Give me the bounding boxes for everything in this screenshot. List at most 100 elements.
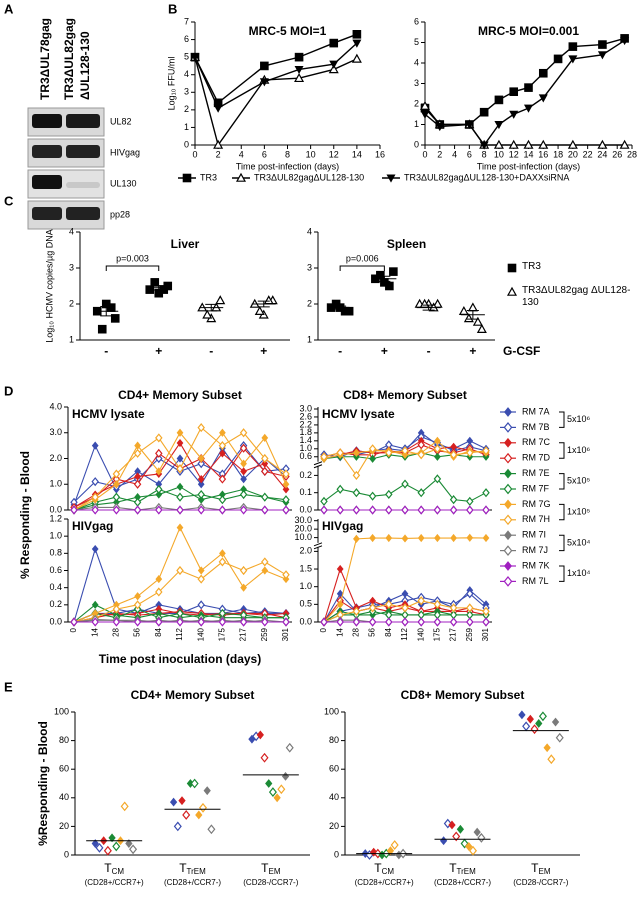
y-tick-label: 4 (414, 57, 419, 67)
marker (466, 505, 474, 515)
x-axis-label: Time post-infection (days) (236, 161, 339, 171)
x-tick-label: 28 (352, 627, 361, 636)
marker (294, 72, 305, 83)
legend-bracket (559, 442, 565, 459)
marker (294, 52, 304, 62)
legend-label: RM 7D (522, 453, 551, 463)
legend-label: RM 7J (522, 545, 548, 555)
marker (468, 845, 478, 856)
legend-bracket (559, 473, 565, 490)
marker (368, 505, 377, 515)
marker (466, 496, 474, 506)
marker (336, 448, 344, 458)
y-tick-label: 4 (184, 69, 189, 79)
category-subscript: CM (112, 867, 125, 876)
marker (619, 139, 630, 149)
panel-label: D (4, 383, 13, 398)
legend-marker (506, 286, 518, 296)
marker (467, 302, 478, 312)
marker (352, 617, 361, 627)
series-line (194, 42, 358, 110)
error-bar (152, 285, 165, 291)
legend-marker (503, 452, 513, 464)
y-tick-label: 0.4 (49, 582, 62, 592)
marker (218, 495, 227, 505)
marker (176, 438, 184, 448)
marker (218, 474, 227, 484)
marker (482, 505, 490, 515)
marker (551, 717, 560, 727)
marker (443, 818, 452, 829)
marker (265, 779, 273, 788)
y-tick-label: 3 (414, 78, 419, 88)
x-axis-label: Time post-infection (days) (477, 161, 580, 171)
chart-title: CD4+ Memory Subset (118, 388, 242, 402)
x-tick-label: 112 (400, 627, 409, 640)
x-tick-label: 0 (192, 149, 197, 159)
legend-label: TR3 (522, 261, 541, 272)
marker (176, 617, 184, 627)
marker (282, 485, 290, 494)
legend-label: RM 7K (522, 560, 550, 570)
y-axis-label: Log₁₀ HCMV copies/µg DNA (44, 229, 54, 343)
p-value: p=0.003 (116, 253, 149, 263)
marker (213, 139, 224, 149)
marker (91, 544, 99, 554)
legend-label: RM 7E (522, 468, 550, 478)
marker (91, 505, 99, 515)
marker (336, 600, 344, 609)
marker (108, 833, 116, 843)
marker (464, 121, 474, 130)
marker (133, 448, 142, 458)
y-tick-label: 2.2 (299, 419, 312, 429)
band (66, 182, 100, 188)
marker (352, 29, 362, 39)
marker (352, 505, 361, 515)
x-tick-label: 140 (416, 627, 425, 641)
x-tick-label: + (155, 344, 162, 358)
marker (493, 139, 504, 149)
marker (368, 603, 377, 613)
marker (218, 505, 227, 515)
marker (176, 505, 184, 515)
marker (353, 534, 360, 543)
y-tick-label: 20 (329, 821, 339, 831)
y-tick-label: 1.2 (49, 513, 62, 523)
marker (155, 587, 163, 597)
marker (207, 824, 216, 835)
marker (386, 846, 395, 856)
y-tick-label: 1 (69, 334, 74, 344)
marker (417, 533, 425, 543)
marker (448, 820, 456, 830)
x-tick-label: 6 (262, 149, 267, 159)
marker (219, 449, 226, 458)
marker (261, 453, 269, 464)
marker (197, 474, 205, 484)
marker (466, 533, 474, 542)
x-tick-label: 24 (597, 149, 607, 159)
marker (95, 842, 104, 853)
legend-label: RM 7L (522, 576, 549, 586)
x-tick-label: 20 (568, 149, 578, 159)
x-tick-label: 56 (368, 627, 377, 636)
marker (145, 285, 155, 294)
marker (133, 617, 142, 627)
marker (417, 505, 425, 515)
marker (328, 64, 339, 74)
marker (494, 95, 504, 105)
marker (113, 480, 120, 489)
marker (385, 617, 393, 627)
subset-label: HIVgag (322, 519, 363, 533)
legend-bracket (559, 503, 565, 521)
marker (239, 428, 248, 438)
y-tick-label: 60 (59, 764, 69, 774)
dose-label: 1x10⁵ (567, 506, 591, 516)
marker (320, 496, 328, 506)
y-tick-label: 0 (334, 849, 339, 859)
band (32, 145, 62, 158)
marker (120, 801, 129, 812)
category-subscript: EM (539, 867, 551, 876)
marker (125, 839, 133, 848)
y-tick-label: 1.0 (299, 443, 312, 453)
marker (133, 497, 142, 507)
